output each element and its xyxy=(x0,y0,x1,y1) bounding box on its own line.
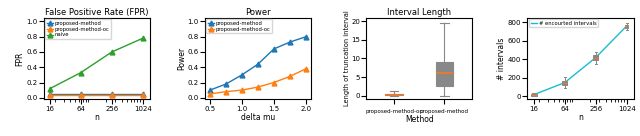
proposed-method-oc xyxy=(46,94,54,95)
Line: proposed-method-oc: proposed-method-oc xyxy=(207,66,308,96)
Y-axis label: # intervals: # intervals xyxy=(497,37,506,80)
proposed-method xyxy=(206,89,214,91)
Line: proposed-method: proposed-method xyxy=(207,34,308,93)
proposed-method xyxy=(139,93,147,95)
X-axis label: Method: Method xyxy=(405,115,433,124)
X-axis label: delta mu: delta mu xyxy=(241,113,275,122)
Y-axis label: Length of truncation interval: Length of truncation interval xyxy=(344,11,349,106)
Line: # encourted intervals: # encourted intervals xyxy=(534,26,627,95)
# encourted intervals xyxy=(561,82,568,83)
Y-axis label: FPR: FPR xyxy=(15,51,24,66)
proposed-method xyxy=(222,83,230,85)
proposed-method xyxy=(302,36,310,38)
PathPatch shape xyxy=(593,55,598,60)
# encourted intervals xyxy=(592,57,600,58)
proposed-method xyxy=(254,63,262,65)
proposed-method xyxy=(46,93,54,95)
PathPatch shape xyxy=(531,94,536,96)
proposed-method-oc xyxy=(77,94,84,95)
proposed-method-oc xyxy=(206,93,214,95)
proposed-method-oc xyxy=(238,89,246,91)
proposed-method-oc xyxy=(139,94,147,95)
proposed-method-oc xyxy=(302,68,310,70)
proposed-method xyxy=(77,93,84,95)
proposed-method-oc xyxy=(270,82,278,83)
# encourted intervals xyxy=(623,25,630,27)
PathPatch shape xyxy=(625,25,628,28)
proposed-method-oc xyxy=(286,76,294,77)
Legend: proposed-method, proposed-method-oc, naive: proposed-method, proposed-method-oc, nai… xyxy=(45,19,111,39)
Title: False Positive Rate (FPR): False Positive Rate (FPR) xyxy=(45,8,148,17)
Legend: # encourted intervals: # encourted intervals xyxy=(529,19,598,27)
proposed-method-oc xyxy=(222,91,230,92)
X-axis label: n: n xyxy=(94,113,99,122)
proposed-method xyxy=(108,93,116,95)
Line: naive: naive xyxy=(47,36,145,91)
Legend: proposed-method, proposed-method-oc: proposed-method, proposed-method-oc xyxy=(207,19,273,33)
Title: Power: Power xyxy=(245,8,271,17)
naive xyxy=(139,37,147,39)
PathPatch shape xyxy=(436,62,453,86)
naive xyxy=(77,72,84,73)
X-axis label: n: n xyxy=(578,113,583,122)
PathPatch shape xyxy=(385,94,403,95)
proposed-method xyxy=(270,48,278,50)
proposed-method-oc xyxy=(108,94,116,95)
proposed-method xyxy=(238,74,246,76)
Y-axis label: Power: Power xyxy=(177,47,186,70)
naive xyxy=(108,51,116,53)
Line: proposed-method-oc: proposed-method-oc xyxy=(47,92,145,97)
Line: proposed-method: proposed-method xyxy=(47,92,145,96)
proposed-method xyxy=(286,41,294,43)
Title: Interval Length: Interval Length xyxy=(387,8,451,17)
naive xyxy=(46,88,54,89)
# encourted intervals xyxy=(530,94,538,95)
proposed-method-oc xyxy=(254,86,262,88)
PathPatch shape xyxy=(562,81,567,85)
